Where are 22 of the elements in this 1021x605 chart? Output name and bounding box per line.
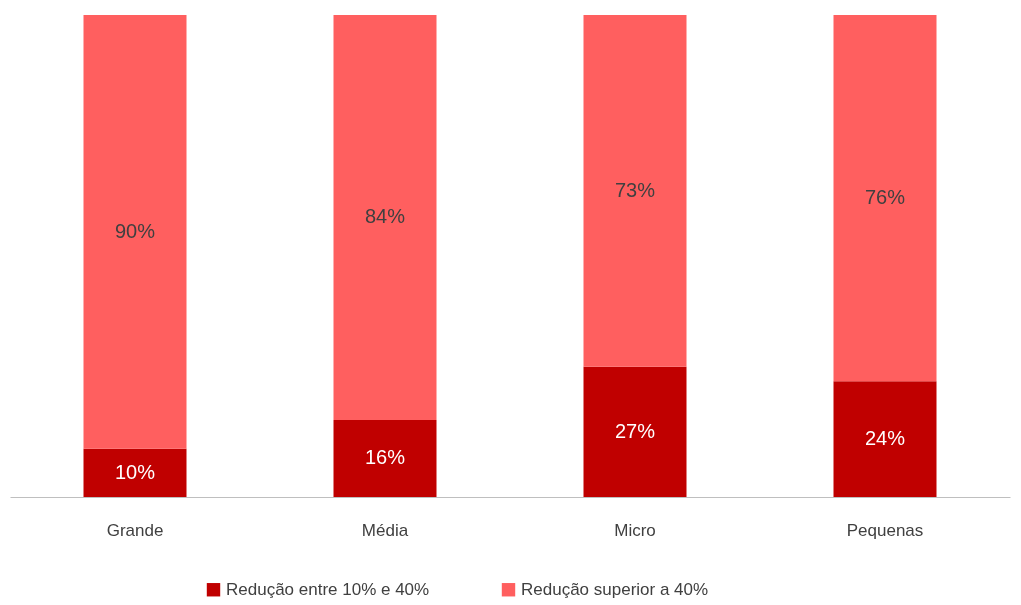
x-tick-label: Micro (614, 520, 656, 540)
data-label: 90% (114, 219, 156, 242)
legend-label: Redução superior a 40% (521, 579, 709, 599)
bar (83, 448, 187, 497)
bar (833, 381, 937, 497)
bar (333, 15, 437, 420)
data-label: 10% (114, 460, 156, 483)
data-label: 24% (864, 427, 906, 450)
data-label: 84% (364, 205, 406, 228)
data-label: 76% (864, 186, 906, 209)
data-label: 27% (614, 419, 656, 442)
bar (583, 15, 687, 367)
data-label: 73% (614, 178, 656, 201)
bar (333, 419, 437, 497)
x-tick-label: Pequenas (846, 520, 924, 540)
data-label: 16% (364, 446, 406, 469)
bar (583, 366, 687, 497)
legend-label: Redução entre 10% e 40% (226, 579, 430, 599)
x-tick-label: Média (361, 520, 409, 540)
x-tick-label: Grande (106, 520, 164, 540)
bar (833, 15, 937, 382)
bar (83, 15, 187, 449)
